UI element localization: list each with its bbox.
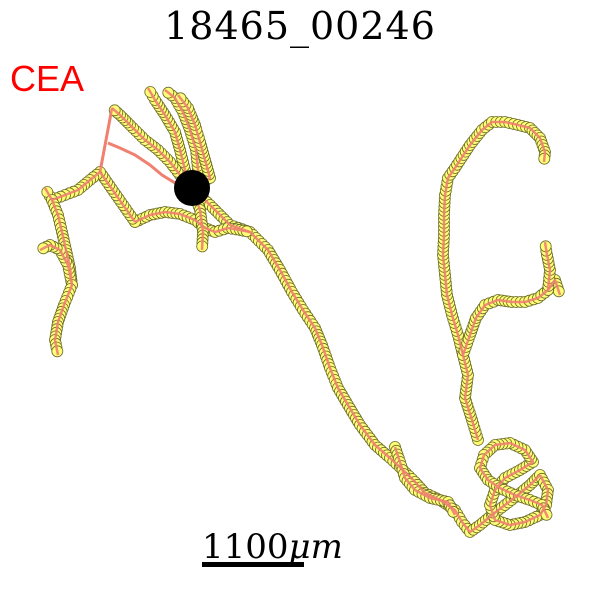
scale-bar [202,562,304,567]
trace-segment-overlay [478,441,550,527]
trace-segment-overlay [393,446,457,516]
region-label: CEA [10,58,85,99]
trace-segment-overlay [134,210,251,234]
scale-bar-value: 1100 [202,527,289,567]
scale-bar-label: 1100μm [202,527,343,567]
trace-segment-overlay [453,120,547,169]
trace-segment-overlay [98,171,137,223]
trace-segment-overlay [39,199,74,287]
trace-segment-overlay [146,87,194,189]
trace-segment-overlay [441,167,480,441]
trace-segment-overlay [98,107,114,173]
trace-segment-overlay [43,171,101,202]
trace-segment-overlay [111,107,193,189]
trace-nodes [37,86,565,538]
trace-segment-overlay [543,241,552,291]
page-title: 18465_00246 [164,4,436,48]
scale-bar-unit: μm [288,527,343,567]
trace-segment-overlay [53,284,74,356]
trace-segment-overlay [461,278,562,356]
soma-dot [174,170,210,206]
trace-segment-overlay [177,94,212,190]
trace-segment-overlay [191,187,541,534]
trace-segment-overlay [164,89,200,189]
